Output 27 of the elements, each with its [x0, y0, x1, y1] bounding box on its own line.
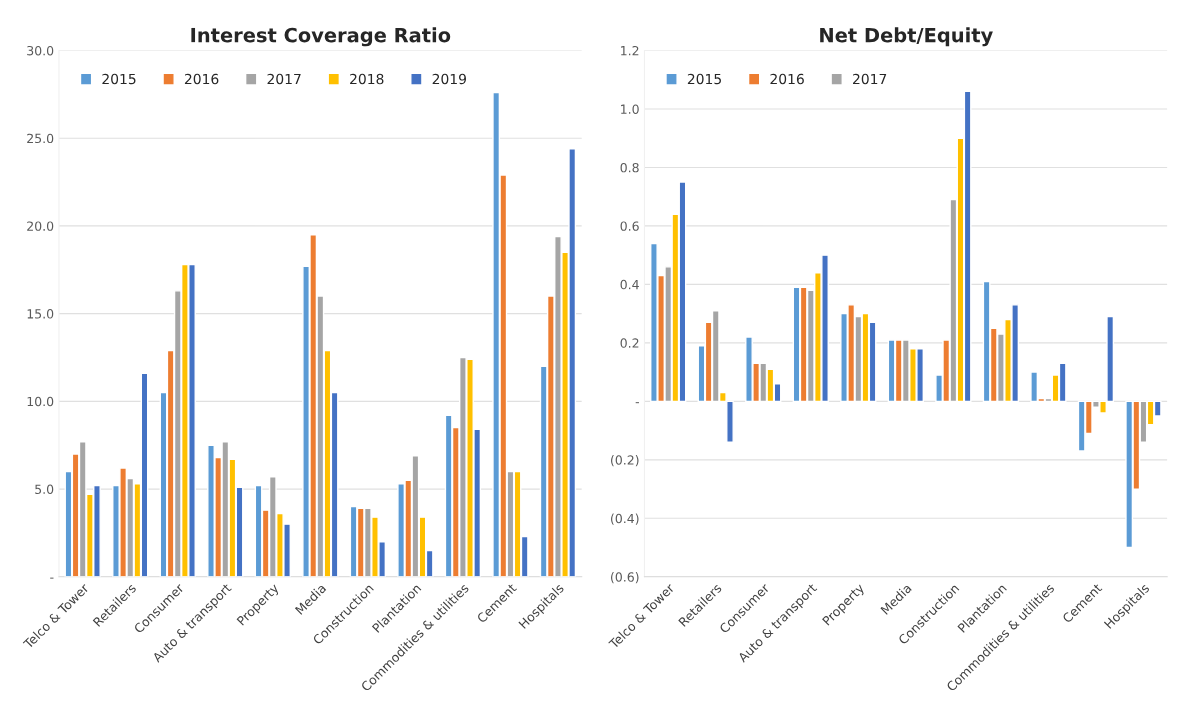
y-tick-label: (0.6): [611, 572, 639, 584]
y-tick-label: 25.0: [27, 133, 54, 144]
y-tick-label: -: [50, 577, 54, 579]
legend-label: 2015: [102, 73, 136, 85]
y-tick-label: 10.0: [27, 396, 54, 407]
y-tick-label: 0.2: [620, 338, 639, 348]
y-tick-label: 1.2: [621, 45, 639, 56]
chart-title: Net Debt/Equity: [820, 27, 993, 47]
y-tick-label: 20.0: [27, 221, 54, 231]
y-tick-label: 1.0: [621, 104, 639, 114]
y-tick-label: -: [635, 402, 639, 404]
legend-label: 2017: [267, 73, 301, 85]
legend-label: 2018: [350, 73, 384, 85]
y-tick-label: 15.0: [27, 309, 54, 319]
legend-label: 2016: [770, 73, 804, 85]
y-tick-label: 30.0: [27, 45, 54, 56]
legend-label: 2015: [687, 73, 721, 85]
y-tick-label: 0.6: [620, 221, 639, 231]
y-tick-label: 0.8: [620, 162, 639, 173]
y-tick-label: 5.0: [35, 484, 54, 495]
y-tick-label: 0.4: [620, 279, 639, 290]
legend-label: 2017: [853, 73, 887, 85]
chart-title: Interest Coverage Ratio: [191, 27, 451, 47]
legend-label: 2019: [432, 73, 466, 85]
y-tick-label: (0.2): [611, 455, 639, 467]
legend-label: 2016: [184, 73, 219, 85]
y-tick-label: (0.4): [611, 513, 639, 525]
